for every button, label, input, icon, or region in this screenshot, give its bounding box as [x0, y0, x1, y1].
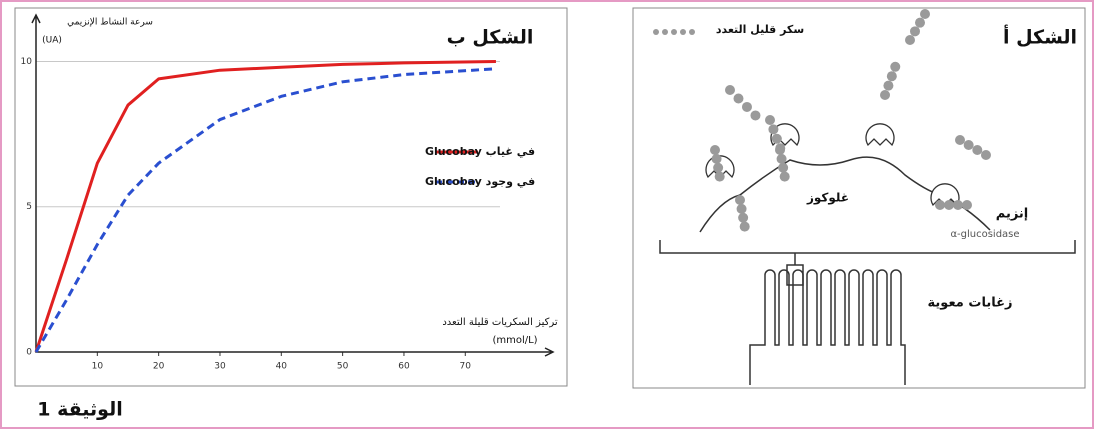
sugar-unit: [886, 71, 897, 82]
series-line: [34, 59, 496, 353]
legend-label: في وجود Glucobay: [425, 175, 535, 188]
sugar-unit: [980, 150, 991, 160]
sugar-unit: [738, 212, 749, 223]
sugar-unit: [725, 85, 735, 95]
diagram: الشكل أ سكر قليل التعدد غلوكوز إنزيم α-g…: [653, 9, 1077, 385]
sugar-unit: [779, 171, 790, 182]
sugar-unit: [735, 195, 745, 205]
sugar-unit: [910, 26, 920, 37]
enzyme-name: α-glucosidase: [950, 229, 1019, 240]
enzyme-label: إنزيم: [996, 207, 1029, 222]
sugar-unit: [915, 17, 925, 28]
x-axis-unit: (mmol/L): [492, 335, 537, 346]
sugar-unit: [765, 115, 775, 125]
chart-title: الشكل ب: [447, 27, 534, 49]
x-tick-label: 50: [337, 362, 349, 372]
caption: الوثيقة 1: [37, 399, 123, 421]
x-tick-label: 30: [214, 362, 226, 372]
sugar-unit: [935, 200, 945, 210]
sugar-unit: [775, 145, 785, 155]
sugar-unit: [880, 90, 890, 100]
sugar-unit: [680, 29, 686, 35]
villi: [749, 269, 906, 385]
sugar-unit: [905, 35, 915, 45]
sugar-unit: [714, 171, 725, 182]
sugar-unit: [776, 153, 787, 164]
oligosaccharide-label: سكر قليل التعدد: [716, 23, 804, 36]
sugar-unit: [972, 145, 983, 155]
sugar-unit: [750, 110, 761, 121]
sugar-unit: [778, 162, 789, 173]
sugar-unit: [771, 133, 782, 144]
sugar-unit: [710, 145, 720, 155]
sugar-unit: [713, 162, 724, 173]
y-tick-label: 10: [21, 57, 33, 67]
x-axis-label: تركيز السكريات قليلة التعدد: [442, 317, 558, 328]
bracket: [659, 240, 1076, 265]
sugar-unit: [741, 101, 752, 112]
x-tick-label: 60: [398, 362, 410, 372]
x-tick-label: 20: [153, 362, 165, 372]
sugar-unit: [662, 29, 668, 35]
sugar-unit: [962, 200, 972, 210]
legend-label: في غياب Glucobay: [425, 145, 535, 158]
sugar-unit: [736, 203, 747, 214]
sugar-unit: [890, 61, 901, 72]
sugar-unit: [953, 200, 963, 210]
sugar-unit: [944, 200, 954, 210]
sugar-unit: [920, 9, 930, 20]
y-axis-label: سرعة النشاط الإنزيمي: [67, 18, 153, 28]
enzyme: [865, 123, 895, 147]
y-tick-label: 0: [26, 348, 32, 358]
chart-frame: [14, 7, 568, 387]
glucose-label: غلوكوز: [806, 191, 849, 206]
sugar-unit: [883, 80, 894, 91]
sugar-unit: [963, 140, 974, 150]
sugar-unit: [671, 29, 677, 35]
sugar-unit: [739, 221, 750, 232]
y-tick-label: 5: [26, 202, 32, 212]
sugar-unit: [768, 124, 779, 135]
series-line: [34, 67, 497, 353]
sugar-unit: [653, 29, 659, 35]
sugar-unit: [689, 29, 695, 35]
sugar-unit: [711, 153, 722, 164]
x-tick-label: 40: [276, 362, 288, 372]
x-tick-label: 70: [460, 362, 472, 372]
villi-label: زغابات معوية: [928, 296, 1013, 311]
x-tick-label: 10: [92, 362, 104, 372]
diagram-title: الشكل أ: [1003, 25, 1077, 49]
sugar-unit: [955, 135, 965, 145]
sugar-unit: [733, 93, 744, 104]
y-axis-unit: (UA): [42, 36, 62, 46]
